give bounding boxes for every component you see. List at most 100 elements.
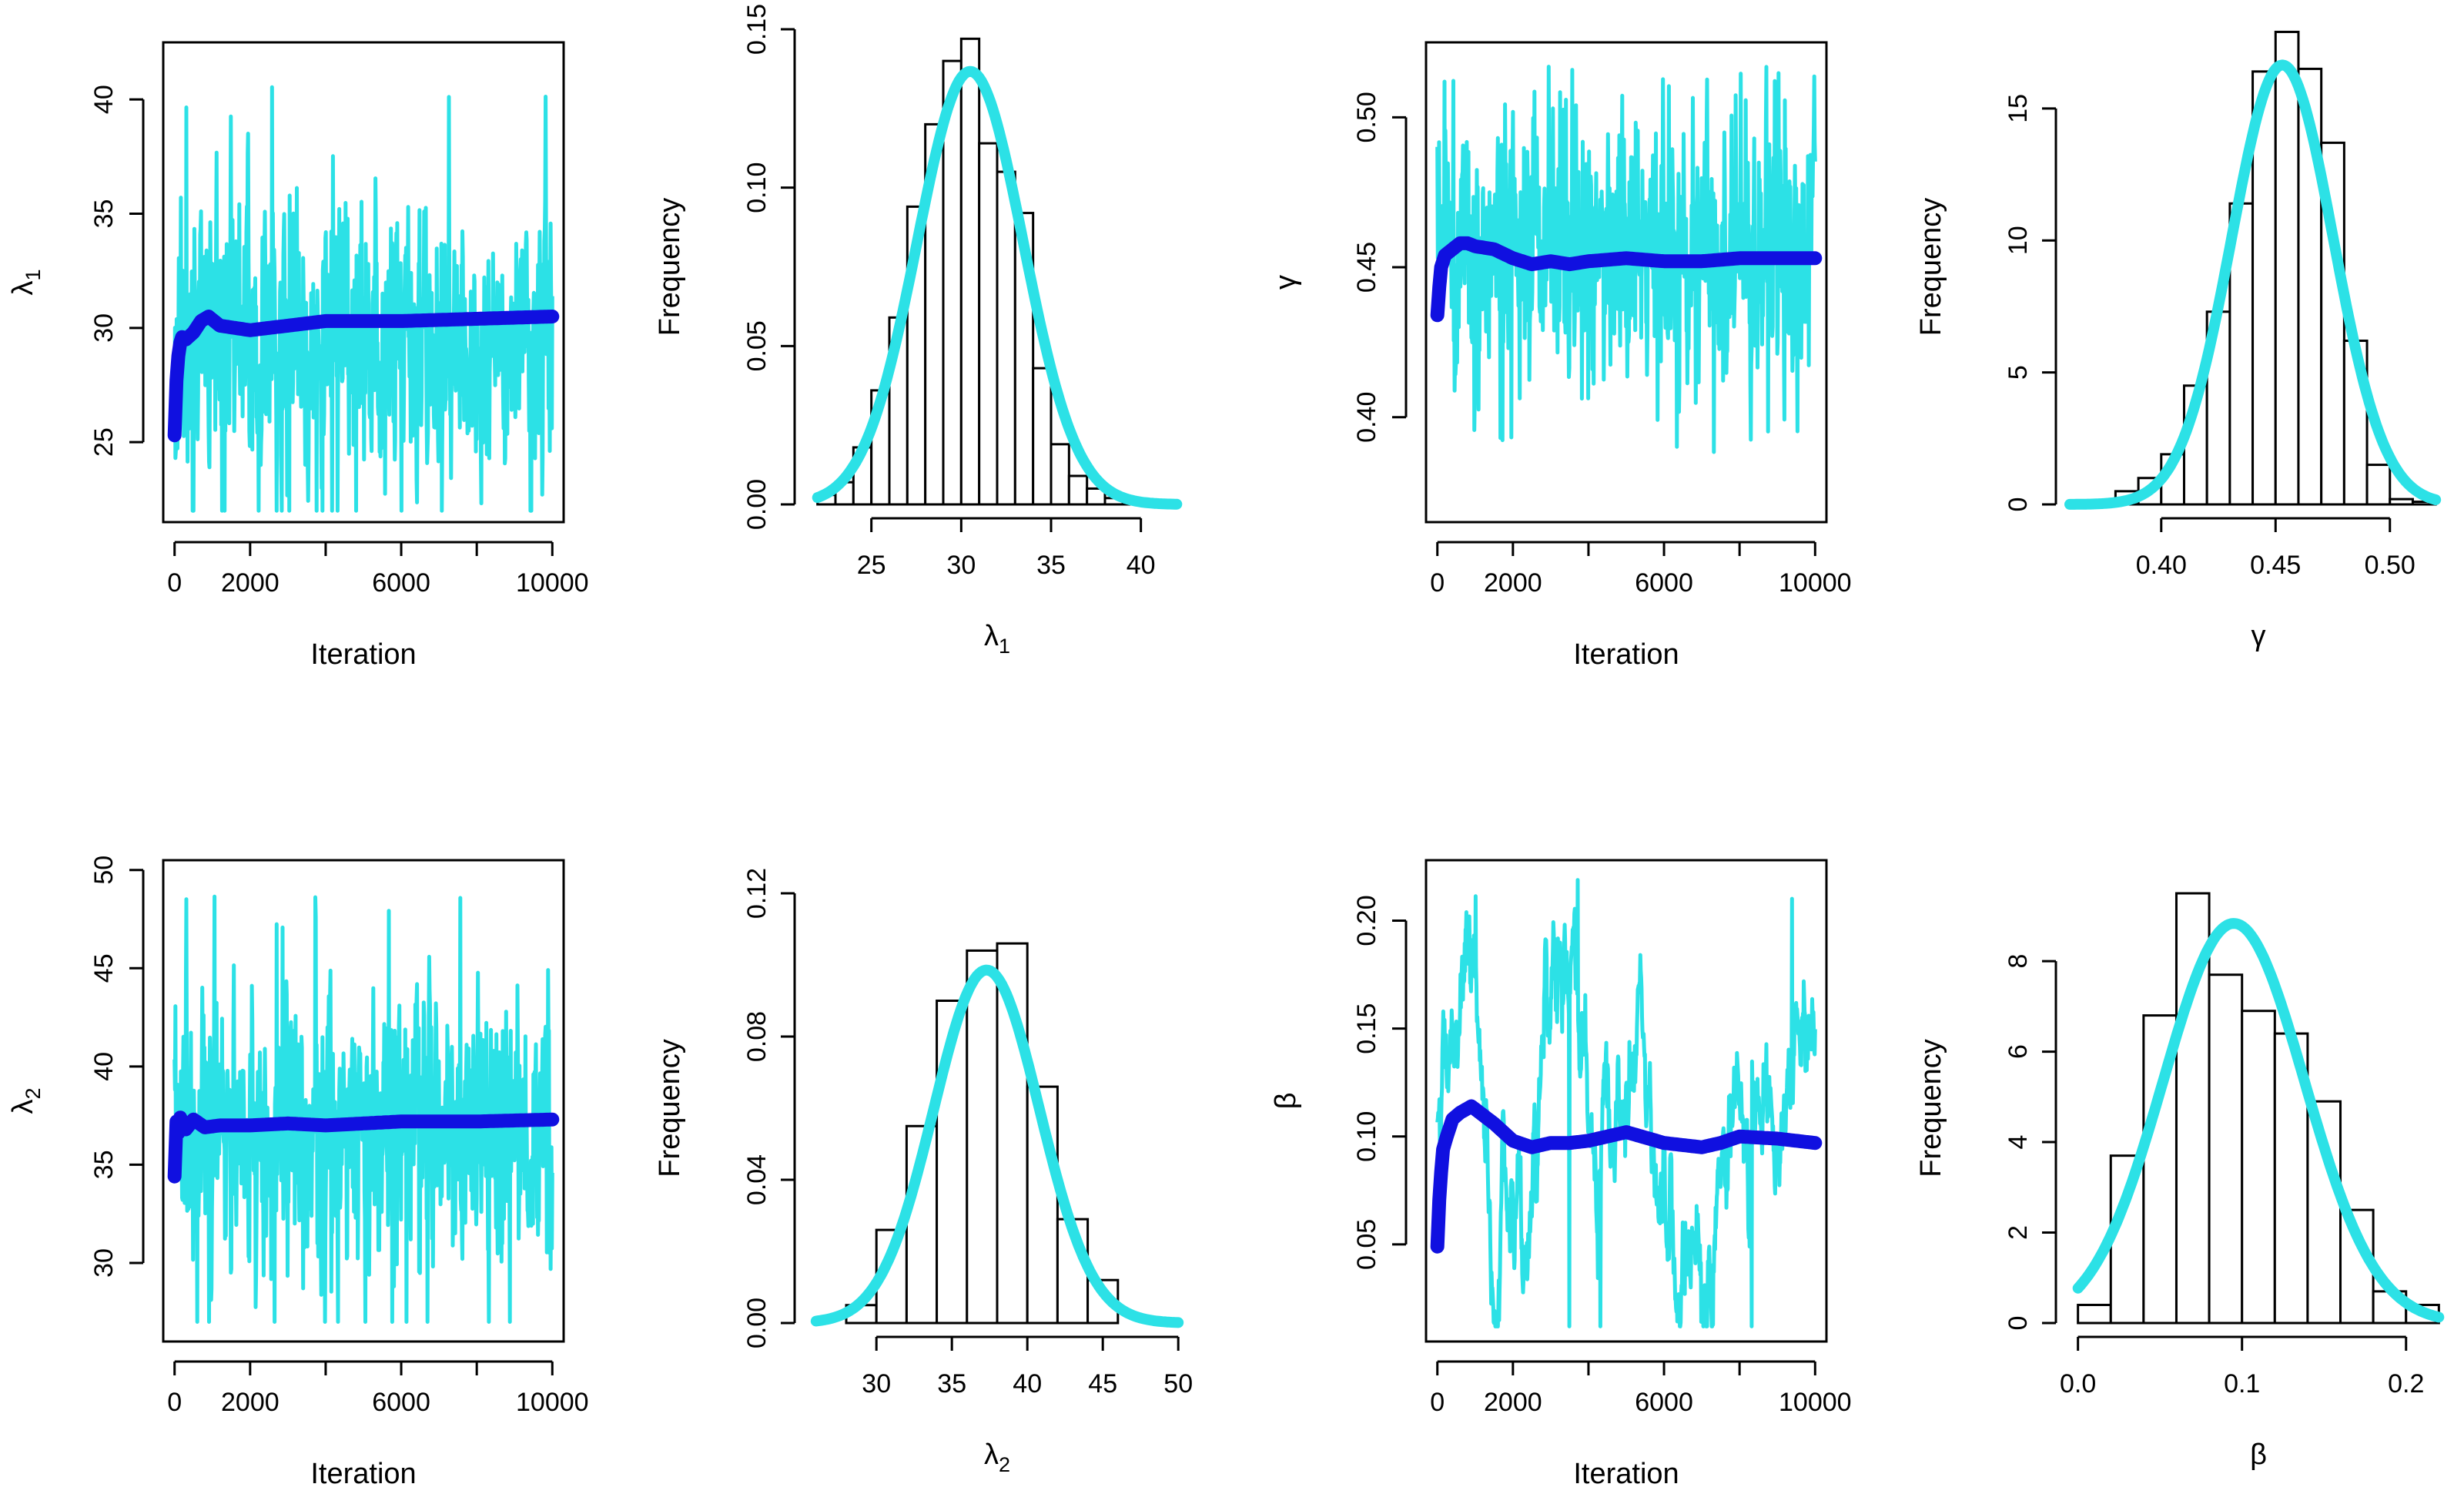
- x-tick-label: 30: [862, 1369, 891, 1398]
- x-tick-label: 10000: [1779, 568, 1852, 598]
- x-axis-label: λ2: [984, 1439, 1010, 1476]
- running-mean-line: [1430, 1099, 1823, 1254]
- histogram-bar: [905, 1124, 939, 1325]
- trace-lambda1-panel: 0 2000 6000 10000 Iteration 25 30 35 40 λ1: [7, 41, 589, 671]
- y-tick-label: 50: [89, 856, 119, 885]
- running-mean-line: [1430, 236, 1823, 323]
- y-axis-symbol: λ: [7, 281, 39, 296]
- x-axis-label: Iteration: [1573, 638, 1679, 671]
- density-curve: [2064, 59, 2442, 510]
- histogram-bar: [1086, 487, 1106, 506]
- x-tick-label: 6000: [372, 1388, 430, 1417]
- x-tick-label: 25: [857, 551, 886, 580]
- y-tick-label: 35: [89, 199, 119, 229]
- x-axis-subscript: 1: [999, 635, 1010, 658]
- histogram-bar: [966, 949, 999, 1325]
- x-tick-label: 10000: [516, 568, 589, 598]
- y-tick-label: 0.20: [1352, 895, 1381, 946]
- y-tick-label: 30: [89, 313, 119, 343]
- x-tick-label: 6000: [372, 568, 430, 598]
- svg-text:λ2: λ2: [7, 1087, 45, 1114]
- y-tick-label: 40: [89, 1052, 119, 1081]
- y-tick-label: 15: [2004, 94, 2033, 123]
- x-axis-symbol: β: [2250, 1439, 2267, 1471]
- trace-series-line: [1435, 878, 1817, 1328]
- histogram-bar: [1067, 474, 1089, 506]
- trace-beta-panel: 0 2000 6000 10000 Iteration 0.05 0.10 0.15 0.20 β: [1270, 859, 1852, 1490]
- y-tick-label: 0.05: [742, 320, 772, 371]
- trace-series-line: [172, 894, 554, 1324]
- x-tick-label: 0: [167, 568, 182, 598]
- y-axis-symbol: γ: [1270, 275, 1302, 290]
- y-tick-label: 0.04: [742, 1154, 772, 1205]
- y-tick-label: 0.50: [1352, 92, 1381, 142]
- x-tick-label: 0.2: [2388, 1369, 2424, 1398]
- x-axis-label: Iteration: [310, 1458, 416, 1490]
- x-tick-label: 2000: [221, 1388, 280, 1417]
- histogram-bar: [996, 170, 1016, 506]
- svg-text:λ1: λ1: [7, 269, 45, 295]
- histogram-bar: [2251, 70, 2277, 506]
- x-tick-label: 40: [1127, 551, 1156, 580]
- x-tick-label: 0: [1430, 1388, 1445, 1417]
- histogram-bar: [2077, 1304, 2112, 1325]
- x-tick-label: 0.1: [2224, 1369, 2260, 1398]
- y-axis-label: Frequency: [1915, 1039, 1947, 1177]
- y-tick-label: 45: [89, 953, 119, 983]
- histogram-bar: [2274, 30, 2300, 506]
- x-tick-label: 10000: [516, 1388, 589, 1417]
- hist-gamma-panel: 0.40 0.45 0.50 γ 0 5 10 15 Frequency: [1915, 30, 2442, 652]
- x-axis-subscript: 2: [999, 1453, 1010, 1476]
- y-axis-label: Frequency: [1915, 198, 1947, 337]
- x-tick-label: 0: [167, 1388, 182, 1417]
- plot-frame: [162, 41, 565, 524]
- trace-gamma-panel: 0 2000 6000 10000 Iteration 0.40 0.45 0.50 γ: [1270, 41, 1852, 671]
- x-tick-label: 35: [937, 1369, 966, 1398]
- histogram-bar: [978, 142, 999, 506]
- x-axis-label: Iteration: [1573, 1458, 1679, 1490]
- histogram-bar: [959, 37, 981, 506]
- running-mean-line: [167, 1110, 560, 1184]
- plot-frame: [162, 859, 565, 1343]
- histogram-bar: [2365, 464, 2392, 506]
- svg-text:β: β: [1270, 1093, 1302, 1110]
- histogram-bar: [1050, 443, 1070, 506]
- hist-lambda1-panel: 25 30 35 40 λ1 0.00 0.05 0.10 0.15 Frequency: [654, 4, 1183, 658]
- y-tick-label: 25: [89, 427, 119, 457]
- x-axis-symbol: λ: [984, 620, 999, 652]
- y-tick-label: 0.05: [1352, 1219, 1381, 1270]
- y-axis-label: λ1: [7, 269, 45, 295]
- histogram-bar: [2241, 1010, 2276, 1325]
- x-tick-label: 30: [946, 551, 976, 580]
- y-tick-label: 0: [2004, 497, 2033, 512]
- histogram-bar: [2208, 973, 2244, 1325]
- y-tick-label: 0.08: [742, 1011, 772, 1062]
- y-tick-label: 0.45: [1352, 242, 1381, 293]
- y-tick-label: 0.10: [1352, 1111, 1381, 1162]
- x-tick-label: 2000: [221, 568, 280, 598]
- y-tick-label: 35: [89, 1150, 119, 1179]
- hist-lambda2-panel: 30 35 40 45 50 λ2 0.00 0.04 0.08 0.12 Frequency: [654, 868, 1193, 1476]
- density-curve: [810, 964, 1184, 1328]
- hist-beta-panel: 0.0 0.1 0.2 β 0 2 4 6 8 Frequency: [1915, 892, 2445, 1471]
- x-tick-label: 50: [1163, 1369, 1193, 1398]
- x-axis-label: β: [2250, 1439, 2267, 1471]
- trace-lambda2-panel: 0 2000 6000 10000 Iteration 30 35 40 45 50 λ2: [7, 856, 589, 1490]
- y-tick-label: 0.00: [742, 479, 772, 530]
- y-tick-label: 10: [2004, 226, 2033, 255]
- x-axis-label: γ: [2251, 620, 2266, 652]
- y-tick-label: 0.12: [742, 868, 772, 919]
- y-axis-subscript: 2: [22, 1087, 45, 1099]
- y-axis-label: β: [1270, 1093, 1302, 1110]
- x-tick-label: 0.50: [2365, 551, 2415, 580]
- y-tick-label: 6: [2004, 1044, 2033, 1059]
- y-axis-subscript: 1: [22, 269, 45, 280]
- x-tick-label: 0.0: [2060, 1369, 2096, 1398]
- y-axis-label: Frequency: [654, 198, 686, 337]
- y-axis-label: γ: [1270, 275, 1302, 290]
- x-tick-label: 45: [1088, 1369, 1117, 1398]
- svg-text:γ: γ: [1270, 275, 1302, 290]
- y-tick-label: 0.15: [742, 4, 772, 55]
- x-axis-label: Iteration: [310, 638, 416, 671]
